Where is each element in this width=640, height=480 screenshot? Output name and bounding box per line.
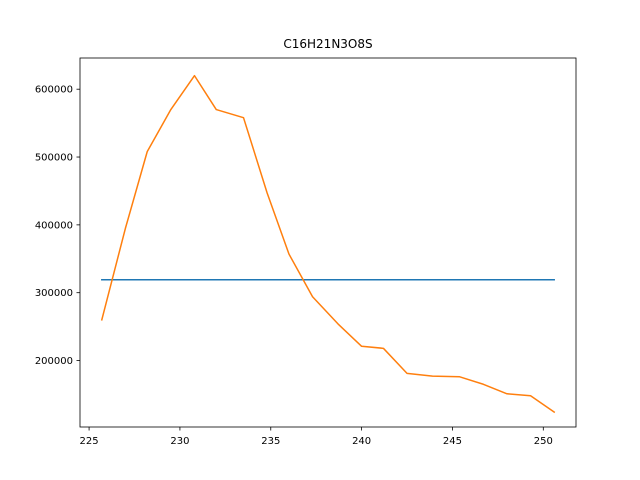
x-tick-label: 235 [261, 436, 280, 447]
plot-frame [79, 57, 577, 428]
y-tick-label: 600000 [35, 85, 73, 96]
chart-title: C16H21N3O8S [283, 37, 372, 51]
series-line-2 [100, 74, 556, 414]
series-layer [100, 74, 556, 414]
y-tick-label: 200000 [35, 356, 73, 367]
y-tick-label: 300000 [35, 288, 73, 299]
x-tick-label: 245 [443, 436, 462, 447]
x-tick-label: 240 [352, 436, 371, 447]
x-tick-label: 250 [534, 436, 553, 447]
x-tick-label: 230 [170, 436, 189, 447]
y-tick-label: 500000 [35, 153, 73, 164]
axes-layer: 225 230 235 240 245 250 200000 300000 400000 5000… [35, 57, 577, 447]
x-tick-label: 225 [80, 436, 99, 447]
y-tick-label: 400000 [35, 220, 73, 231]
